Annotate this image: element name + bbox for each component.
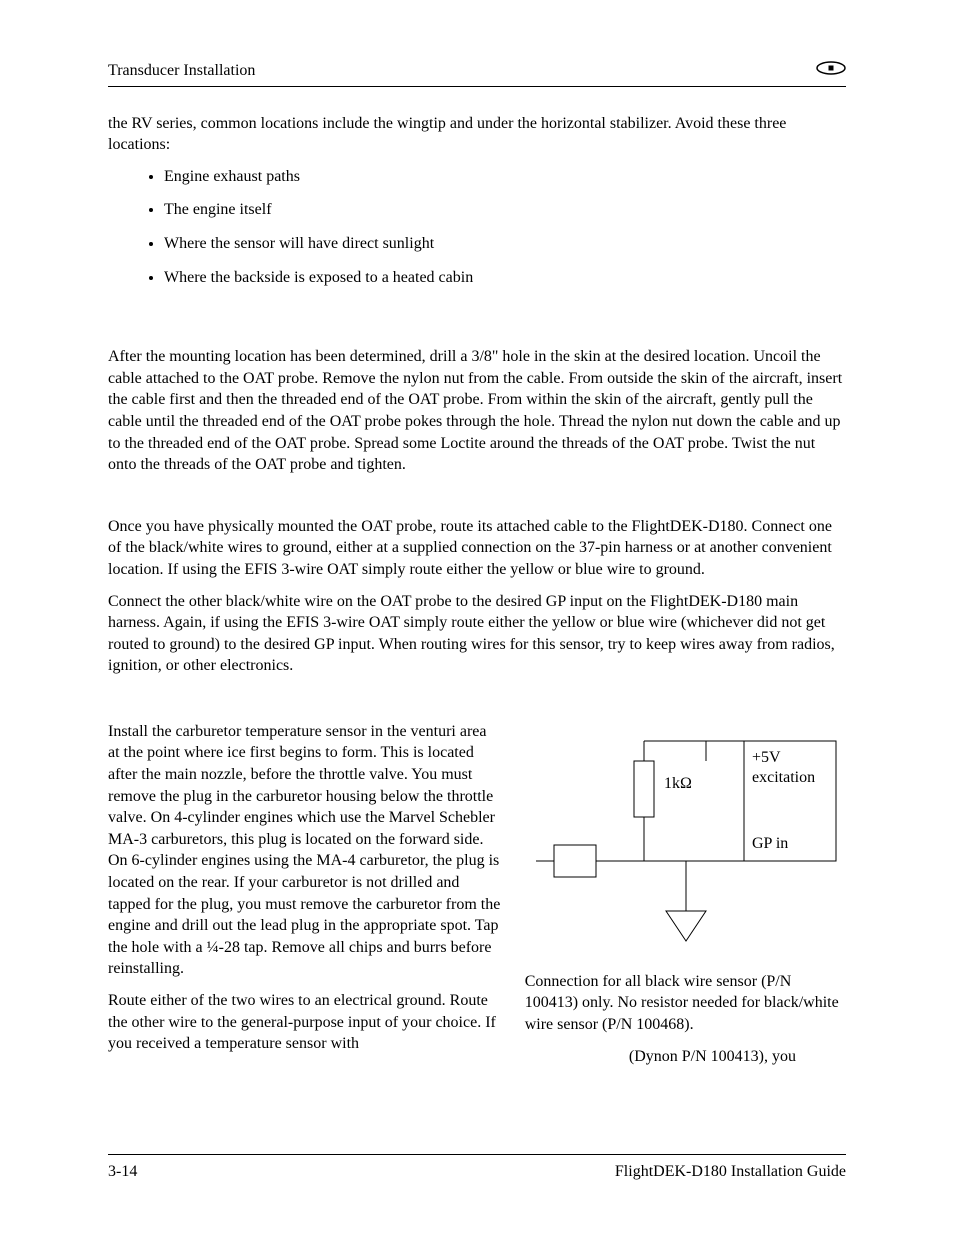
voltage-label: +5V bbox=[752, 747, 781, 769]
carburetor-paragraph-2: Route either of the two wires to an elec… bbox=[108, 990, 501, 1055]
diagram-caption: Connection for all black wire sensor (P/… bbox=[525, 971, 846, 1036]
header-section-title: Transducer Installation bbox=[108, 60, 255, 82]
doc-title: FlightDEK-D180 Installation Guide bbox=[615, 1161, 846, 1183]
dynon-note: (Dynon P/N 100413), you bbox=[525, 1046, 846, 1068]
carburetor-paragraph-1: Install the carburetor temperature senso… bbox=[108, 721, 501, 980]
page-header: Transducer Installation bbox=[108, 60, 846, 87]
mounting-paragraph: After the mounting location has been det… bbox=[108, 346, 846, 476]
gp-in-label: GP in bbox=[752, 833, 788, 855]
two-column-section: Install the carburetor temperature senso… bbox=[108, 721, 846, 1067]
connect-paragraph: Connect the other black/white wire on th… bbox=[108, 591, 846, 677]
excitation-label: excitation bbox=[752, 767, 815, 789]
list-item: The engine itself bbox=[164, 199, 846, 221]
list-item: Where the sensor will have direct sunlig… bbox=[164, 233, 846, 255]
resistor-label: 1kΩ bbox=[664, 773, 692, 795]
wiring-diagram: 1kΩ +5V excitation GP in bbox=[536, 721, 846, 961]
intro-paragraph: the RV series, common locations include … bbox=[108, 113, 846, 156]
page-number: 3-14 bbox=[108, 1161, 137, 1183]
left-column: Install the carburetor temperature senso… bbox=[108, 721, 501, 1067]
avoid-locations-list: Engine exhaust paths The engine itself W… bbox=[164, 166, 846, 288]
eye-logo-icon bbox=[816, 60, 846, 82]
right-column: 1kΩ +5V excitation GP in Connection for … bbox=[525, 721, 846, 1067]
list-item: Where the backside is exposed to a heate… bbox=[164, 267, 846, 289]
page-footer: 3-14 FlightDEK-D180 Installation Guide bbox=[108, 1154, 846, 1183]
routing-paragraph: Once you have physically mounted the OAT… bbox=[108, 516, 846, 581]
list-item: Engine exhaust paths bbox=[164, 166, 846, 188]
